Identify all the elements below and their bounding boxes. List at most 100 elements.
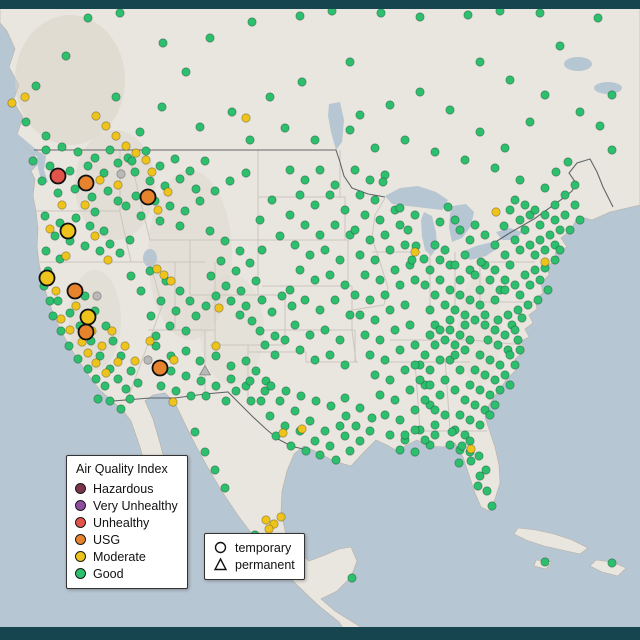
monitor-dot-good[interactable] — [360, 330, 370, 340]
monitor-dot-moderate[interactable] — [491, 207, 501, 217]
monitor-dot-good[interactable] — [171, 386, 181, 396]
monitor-dot-good[interactable] — [246, 396, 256, 406]
monitor-dot-good[interactable] — [175, 221, 185, 231]
monitor-dot-good[interactable] — [211, 291, 221, 301]
monitor-dot-moderate[interactable] — [61, 251, 71, 261]
monitor-dot-good[interactable] — [157, 102, 167, 112]
monitor-dot-good[interactable] — [410, 425, 420, 435]
monitor-dot-good[interactable] — [290, 240, 300, 250]
monitor-dot-good[interactable] — [267, 307, 277, 317]
monitor-dot-moderate[interactable] — [264, 524, 274, 534]
monitor-dot-moderate[interactable] — [71, 301, 81, 311]
monitor-dot-good[interactable] — [419, 254, 429, 264]
monitor-dot-good[interactable] — [410, 360, 420, 370]
monitor-dot-good[interactable] — [350, 165, 360, 175]
monitor-dot-moderate[interactable] — [90, 231, 100, 241]
monitor-dot-good[interactable] — [195, 356, 205, 366]
monitor-dot-good[interactable] — [400, 135, 410, 145]
monitor-dot-good[interactable] — [255, 215, 265, 225]
monitor-dot-good[interactable] — [105, 239, 115, 249]
monitor-dot-large-unhealthy[interactable] — [49, 167, 67, 185]
monitor-dot-moderate[interactable] — [540, 257, 550, 267]
monitor-dot-good[interactable] — [495, 360, 505, 370]
monitor-dot-moderate[interactable] — [107, 326, 117, 336]
monitor-dot-good[interactable] — [515, 175, 525, 185]
monitor-dot-good[interactable] — [570, 200, 580, 210]
monitor-dot-good[interactable] — [415, 375, 425, 385]
monitor-dot-good[interactable] — [500, 250, 510, 260]
monitor-dot-good[interactable] — [400, 240, 410, 250]
monitor-dot-good[interactable] — [241, 168, 251, 178]
monitor-dot-good[interactable] — [403, 225, 413, 235]
monitor-dot-good[interactable] — [440, 245, 450, 255]
monitor-dot-moderate[interactable] — [169, 355, 179, 365]
monitor-dot-good[interactable] — [345, 125, 355, 135]
monitor-dot-good[interactable] — [475, 350, 485, 360]
monitor-dot-good[interactable] — [485, 390, 495, 400]
monitor-dot-moderate[interactable] — [278, 428, 288, 438]
monitor-dot-good[interactable] — [201, 301, 211, 311]
monitor-dot-moderate[interactable] — [410, 247, 420, 257]
monitor-dot-good[interactable] — [326, 401, 336, 411]
monitor-dot-good[interactable] — [480, 310, 490, 320]
monitor-dot-good[interactable] — [83, 13, 93, 23]
monitor-dot-good[interactable] — [285, 165, 295, 175]
monitor-dot-good[interactable] — [45, 161, 55, 171]
monitor-dot-good[interactable] — [455, 330, 465, 340]
monitor-dot-good[interactable] — [490, 265, 500, 275]
monitor-dot-good[interactable] — [61, 51, 71, 61]
monitor-dot-good[interactable] — [113, 158, 123, 168]
monitor-dot-good[interactable] — [500, 275, 510, 285]
monitor-dot-good[interactable] — [607, 145, 617, 155]
monitor-dot-good[interactable] — [73, 354, 83, 364]
monitor-dot-moderate[interactable] — [83, 348, 93, 358]
monitor-dot-good[interactable] — [200, 447, 210, 457]
monitor-dot-good[interactable] — [181, 326, 191, 336]
monitor-dot-good[interactable] — [211, 381, 221, 391]
monitor-dot-good[interactable] — [330, 180, 340, 190]
monitor-dot-good[interactable] — [425, 265, 435, 275]
monitor-dot-good[interactable] — [370, 195, 380, 205]
monitor-dot-good[interactable] — [505, 75, 515, 85]
monitor-dot-good[interactable] — [530, 205, 540, 215]
monitor-dot-good[interactable] — [300, 175, 310, 185]
monitor-dot-good[interactable] — [505, 205, 515, 215]
monitor-dot-good[interactable] — [320, 426, 330, 436]
monitor-dot-good[interactable] — [295, 190, 305, 200]
monitor-dot-good[interactable] — [305, 330, 315, 340]
monitor-dot-good[interactable] — [475, 300, 485, 310]
monitor-dot-good[interactable] — [335, 421, 345, 431]
monitor-dot-good[interactable] — [465, 415, 475, 425]
monitor-dot-good[interactable] — [241, 301, 251, 311]
monitor-dot-good[interactable] — [296, 391, 306, 401]
monitor-dot-good[interactable] — [325, 270, 335, 280]
monitor-dot-good[interactable] — [475, 127, 485, 137]
monitor-dot-large-usg[interactable] — [77, 323, 95, 341]
monitor-dot-good[interactable] — [205, 226, 215, 236]
monitor-dot-good[interactable] — [64, 341, 74, 351]
monitor-dot-good[interactable] — [156, 381, 166, 391]
monitor-dot-good[interactable] — [440, 300, 450, 310]
monitor-dot-good[interactable] — [420, 280, 430, 290]
monitor-dot-good[interactable] — [430, 405, 440, 415]
monitor-dot-good[interactable] — [260, 386, 270, 396]
monitor-dot-good[interactable] — [376, 8, 386, 18]
monitor-dot-good[interactable] — [465, 235, 475, 245]
monitor-dot-good[interactable] — [485, 355, 495, 365]
monitor-dot-good[interactable] — [255, 326, 265, 336]
monitor-dot-good[interactable] — [460, 430, 470, 440]
monitor-dot-moderate[interactable] — [120, 341, 130, 351]
monitor-dot-good[interactable] — [41, 131, 51, 141]
monitor-dot-good[interactable] — [115, 248, 125, 258]
monitor-dot-good[interactable] — [430, 240, 440, 250]
monitor-dot-good[interactable] — [550, 200, 560, 210]
monitor-dot-large-moderate[interactable] — [38, 269, 56, 287]
monitor-dot-good[interactable] — [390, 325, 400, 335]
monitor-dot-good[interactable] — [465, 335, 475, 345]
monitor-dot-good[interactable] — [475, 471, 485, 481]
monitor-dot-good[interactable] — [290, 320, 300, 330]
monitor-dot-good[interactable] — [607, 90, 617, 100]
monitor-dot-good[interactable] — [270, 331, 280, 341]
monitor-dot-good[interactable] — [410, 210, 420, 220]
monitor-dot-good[interactable] — [490, 400, 500, 410]
